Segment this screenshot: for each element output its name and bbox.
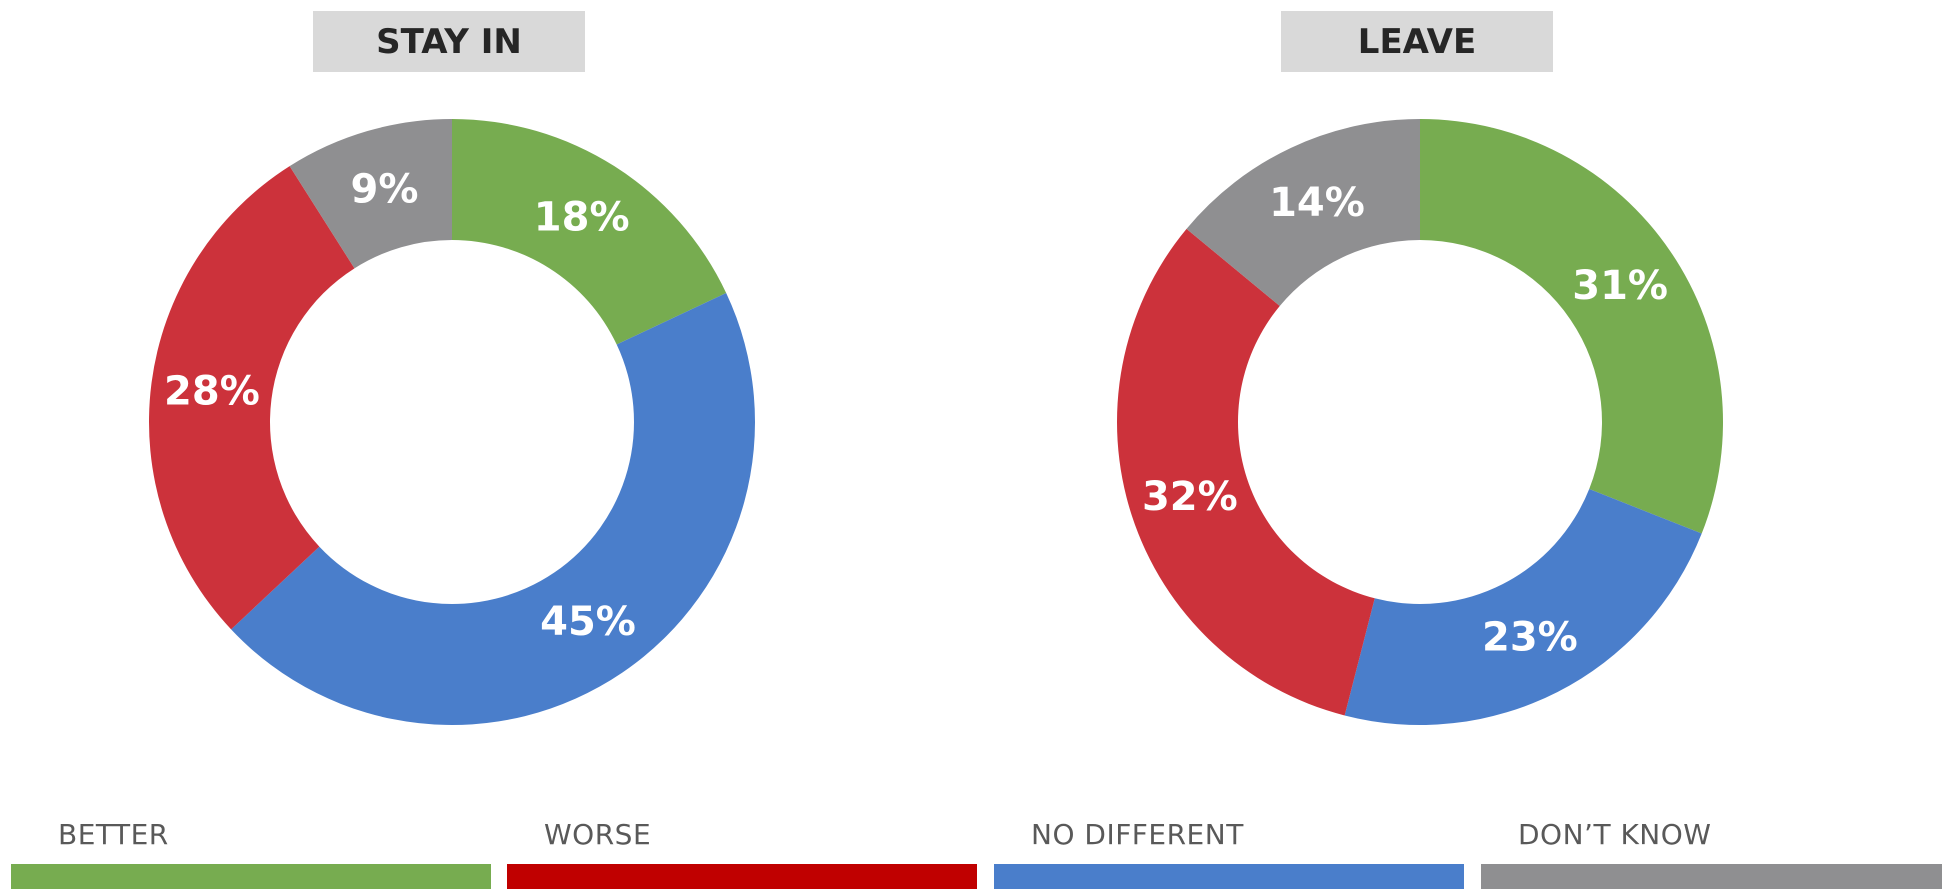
chart-title-stay-in: STAY IN [313, 11, 585, 72]
slice-leave-no-different [1344, 488, 1702, 726]
slice-label-stay-in-better: 18% [534, 195, 630, 241]
slice-label-stay-in-worse: 28% [164, 369, 260, 415]
slice-label-stay-in-no-different: 45% [540, 599, 636, 645]
legend-bar-worse [507, 864, 977, 889]
donut-chart-stay-in: 18% 45% 28% 9% [149, 119, 756, 726]
slice-label-leave-worse: 32% [1142, 474, 1238, 520]
slice-label-leave-no-different: 23% [1482, 615, 1578, 661]
legend-label-better: BETTER [58, 818, 169, 851]
donut-chart-leave: 31% 23% 32% 14% [1117, 119, 1723, 726]
chart-title-leave: LEAVE [1281, 11, 1553, 72]
slice-stay-in-don-t-know [289, 119, 452, 269]
slice-stay-in-better [452, 119, 727, 345]
slice-leave-don-t-know [1186, 119, 1420, 306]
slice-label-leave-don-t-know: 14% [1269, 180, 1365, 226]
slice-label-stay-in-don-t-know: 9% [351, 167, 419, 213]
slice-leave-worse [1117, 228, 1375, 716]
legend-label-no-different: NO DIFFERENT [1031, 818, 1244, 851]
slice-stay-in-worse [149, 166, 355, 630]
legend-bar-dont-know [1481, 864, 1942, 889]
legend-bar-no-different [994, 864, 1464, 889]
slice-stay-in-no-different [231, 292, 756, 726]
legend-bar-better [11, 864, 491, 889]
slice-label-leave-better: 31% [1572, 263, 1668, 309]
legend-label-dont-know: DON’T KNOW [1518, 818, 1712, 851]
legend-label-worse: WORSE [544, 818, 652, 851]
slice-leave-better [1420, 119, 1723, 534]
